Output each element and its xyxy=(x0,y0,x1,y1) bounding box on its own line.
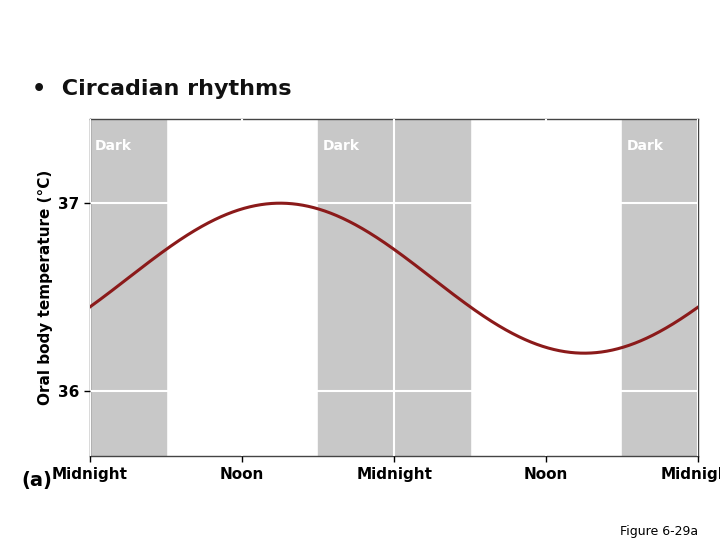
Text: Dark: Dark xyxy=(94,139,132,153)
Text: •  Circadian rhythms: • Circadian rhythms xyxy=(32,79,292,99)
Bar xyxy=(318,119,470,456)
Y-axis label: Oral body temperature (°C): Oral body temperature (°C) xyxy=(37,170,53,405)
Text: (a): (a) xyxy=(22,471,53,490)
Bar xyxy=(90,119,166,456)
Text: Figure 6-29a: Figure 6-29a xyxy=(620,524,698,538)
Text: Dark: Dark xyxy=(323,139,360,153)
Bar xyxy=(622,119,698,456)
Text: Control Pathways: Setpoints: Control Pathways: Setpoints xyxy=(9,14,410,38)
Text: Dark: Dark xyxy=(627,139,664,153)
